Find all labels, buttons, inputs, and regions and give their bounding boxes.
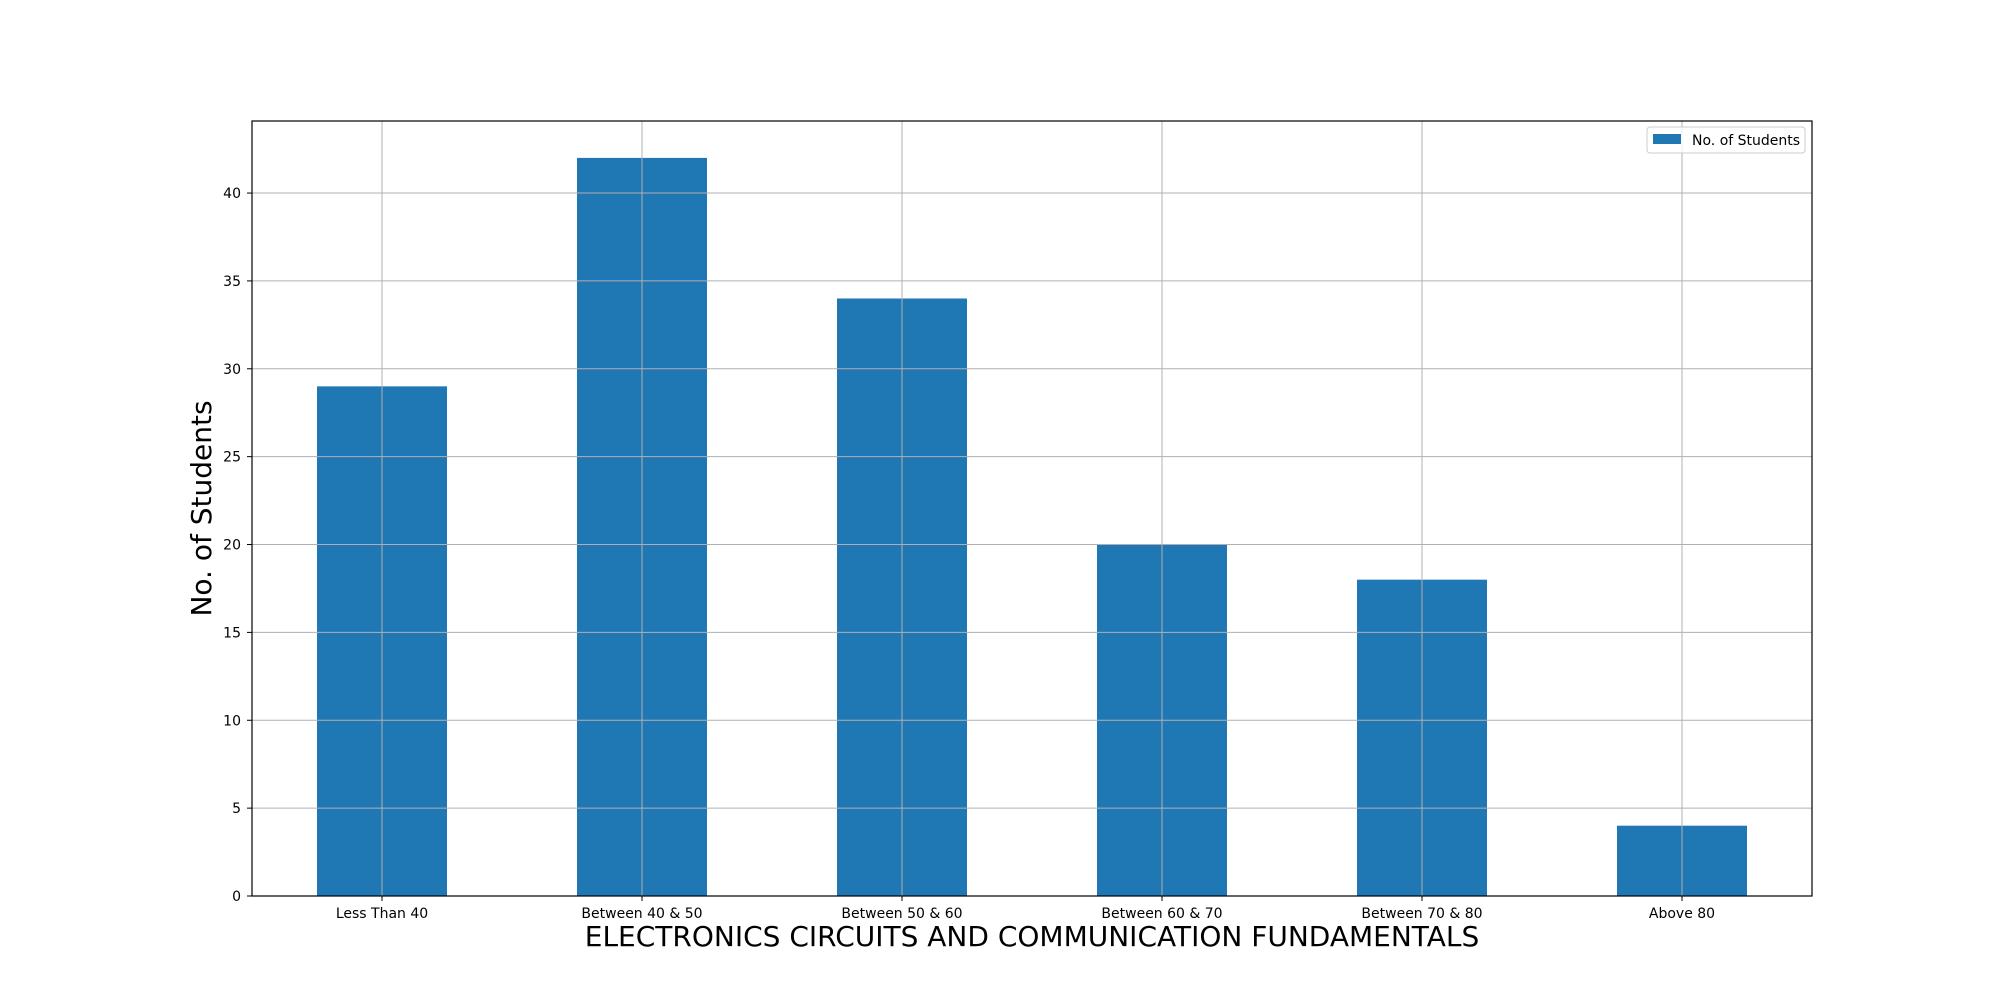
y-gridlines-overlay	[252, 192, 1812, 809]
y-tick-label: 40	[223, 186, 241, 202]
x-axis-label: ELECTRONICS CIRCUITS AND COMMUNICATION F…	[585, 920, 1479, 953]
y-tick-label: 20	[223, 538, 241, 554]
legend-swatch	[1653, 134, 1681, 144]
y-axis-ticks: 0 5 10 15 20 25 30 35 40	[223, 186, 252, 905]
x-tick-label: Above 80	[1649, 906, 1715, 922]
x-tick-label: Between 70 & 80	[1361, 906, 1482, 922]
legend-label: No. of Students	[1692, 133, 1800, 149]
x-gridlines-overlay	[381, 121, 1683, 896]
legend-box	[1646, 126, 1806, 154]
legend: No. of Students	[1646, 126, 1806, 154]
y-tick-label: 0	[232, 889, 241, 905]
y-tick-label: 25	[223, 450, 241, 466]
y-tick-label: 15	[223, 625, 241, 641]
x-axis-ticks: Less Than 40 Between 40 & 50 Between 50 & …	[336, 896, 1715, 922]
y-tick-label: 10	[223, 713, 241, 729]
y-tick-label: 35	[223, 274, 241, 290]
plot-frame	[251, 120, 1813, 897]
x-tick-label: Between 50 & 60	[841, 906, 962, 922]
x-tick-label: Between 40 & 50	[581, 906, 702, 922]
x-tick-label: Between 60 & 70	[1101, 906, 1222, 922]
y-axis-label: No. of Students	[185, 400, 218, 616]
y-tick-label: 30	[223, 362, 241, 378]
y-tick-label: 5	[232, 801, 241, 817]
bar-series	[317, 157, 1747, 896]
x-tick-label: Less Than 40	[336, 906, 428, 922]
